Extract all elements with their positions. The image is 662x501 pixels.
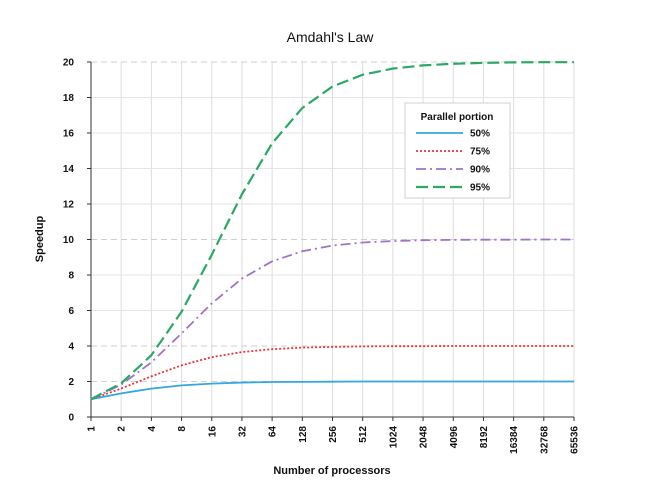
x-tick-label: 256 (328, 426, 339, 443)
legend-label: 90% (470, 165, 490, 176)
series-line-75pct (90, 345, 574, 401)
x-tick-label: 2 (117, 426, 128, 432)
x-tick-label: 8192 (479, 426, 490, 449)
x-tick-label: 16384 (509, 426, 520, 454)
x-tick-label: 4 (147, 426, 158, 432)
legend-items: 50% 75% 90% 95% (416, 129, 490, 194)
x-tick-label: 2048 (419, 426, 430, 449)
y-tick-label: 10 (63, 235, 75, 246)
y-tick-label: 16 (63, 129, 75, 140)
x-tick-label: 512 (358, 426, 369, 443)
series-line-95pct (90, 61, 574, 401)
x-tick-label: 32 (237, 426, 248, 438)
y-tick-label: 12 (63, 200, 75, 211)
y-tick-label: 2 (68, 377, 74, 388)
y-tick-label: 4 (68, 342, 74, 353)
legend: Parallel portion 50% 75% 90% 95% (404, 102, 511, 199)
x-tick-label: 1024 (388, 426, 399, 449)
y-tick-label: 14 (63, 164, 75, 175)
series-line-50pct (90, 380, 574, 401)
x-tick-label: 32768 (539, 426, 550, 454)
legend-title: Parallel portion (421, 112, 494, 123)
legend-label: 50% (470, 129, 490, 140)
y-tick-label: 6 (68, 306, 74, 317)
x-tick-label: 16 (207, 426, 218, 438)
y-tick-label: 18 (63, 93, 75, 104)
x-tick-label: 1 (87, 426, 98, 432)
legend-label: 75% (470, 147, 490, 158)
axes (87, 61, 575, 421)
x-tick-label: 8 (177, 426, 188, 432)
y-tick-label: 20 (63, 58, 75, 69)
series-lines (90, 61, 574, 401)
x-tick-label: 4096 (449, 426, 460, 449)
x-tick-label: 64 (268, 426, 279, 438)
y-tick-label: 8 (68, 271, 74, 282)
x-tick-label: 65536 (570, 426, 581, 454)
y-axis-label: Speedup (34, 215, 46, 262)
legend-label: 95% (470, 183, 490, 194)
x-axis-label: Number of processors (273, 465, 390, 477)
y-tick-label: 0 (68, 413, 74, 424)
x-tick-label: 128 (298, 426, 309, 443)
chart-title: Amdahl's Law (287, 29, 375, 45)
